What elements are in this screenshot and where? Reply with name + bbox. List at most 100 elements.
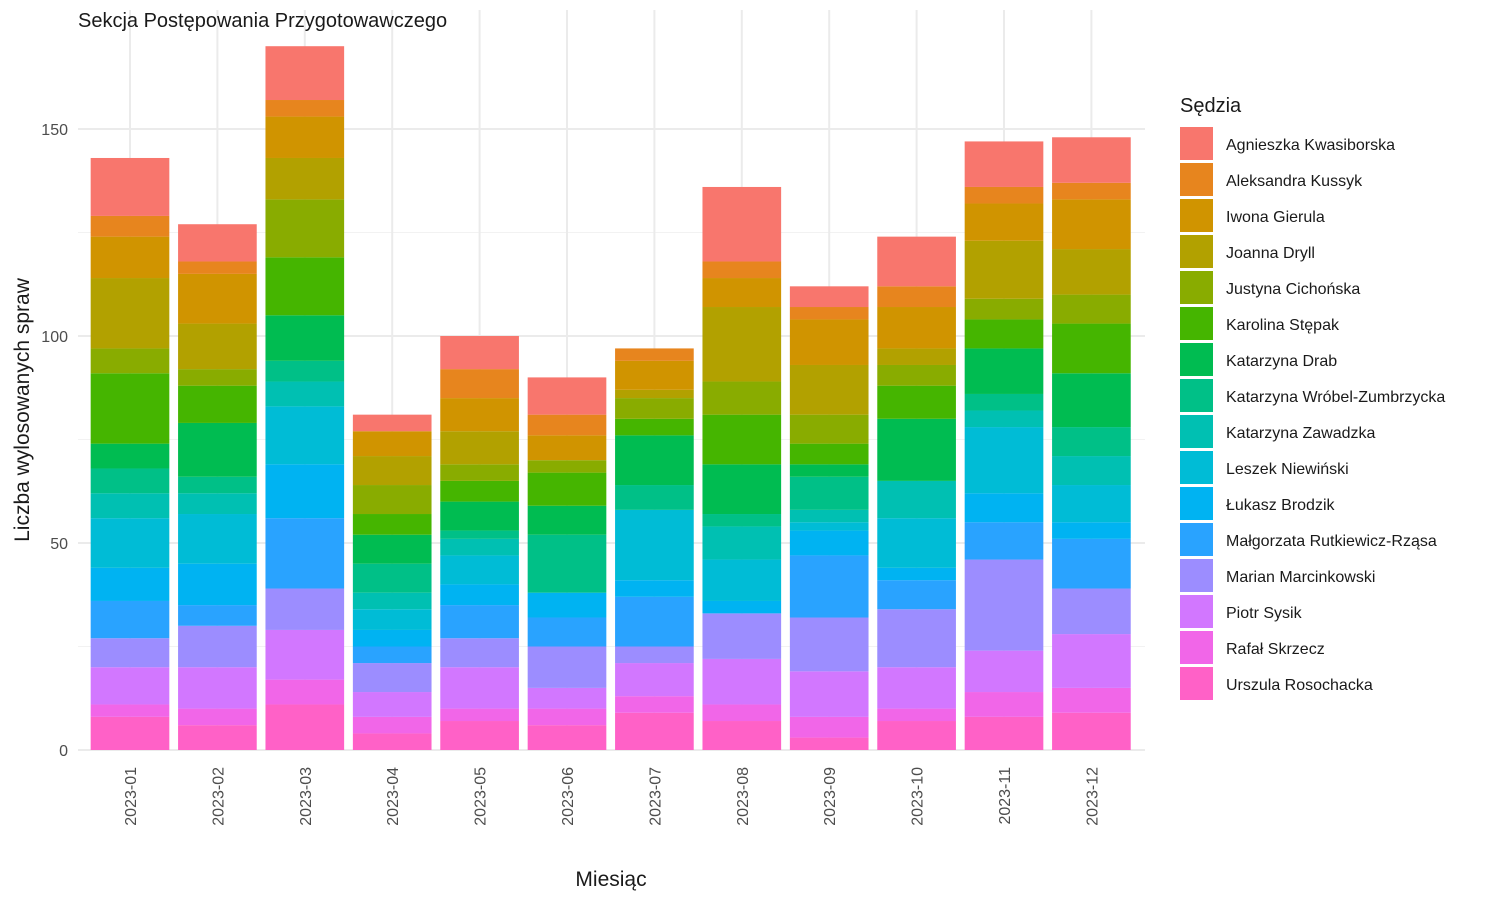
bar-segment (702, 600, 782, 614)
bar-segment (702, 261, 782, 279)
bar-segment (702, 464, 782, 515)
bar-segment (90, 348, 170, 374)
bar-segment (178, 493, 257, 515)
bars (90, 46, 1131, 750)
bar-segment (265, 315, 345, 361)
bar-segment (964, 393, 1044, 411)
bar-segment (789, 530, 869, 556)
bar-segment (178, 708, 257, 726)
legend-label: Karolina Stępak (1226, 317, 1340, 334)
bar-segment (877, 609, 956, 668)
bar-segment (352, 431, 432, 457)
legend-key (1180, 163, 1213, 196)
bar-segment (615, 485, 694, 510)
bar-segment (702, 514, 782, 527)
legend-label: Joanna Dryll (1226, 245, 1315, 262)
bar-segment (964, 559, 1044, 651)
bar-segment (352, 592, 432, 610)
bar-segment (527, 414, 607, 436)
bar-segment (440, 555, 519, 585)
bar-segment (1052, 522, 1131, 539)
x-tick-label: 2023-11 (997, 767, 1014, 825)
chart-title: Sekcja Postępowania Przygotowawczego (78, 10, 447, 32)
bar-segment (702, 721, 782, 750)
legend-label: Agnieszka Kwasiborska (1226, 137, 1395, 154)
bar-segment (1052, 712, 1131, 750)
bar-segment (964, 319, 1044, 349)
y-axis-title: Liczba wylosowanych spraw (11, 277, 34, 542)
bar-segment (527, 708, 607, 726)
legend-key (1180, 451, 1213, 484)
bar-segment (702, 658, 782, 705)
bar-segment (440, 336, 519, 370)
legend-key (1180, 559, 1213, 592)
bar-segment (90, 567, 170, 601)
bar-segment (527, 435, 607, 461)
bar-segment (265, 588, 345, 630)
bar-segment (440, 431, 519, 465)
bar-segment (615, 389, 694, 399)
bar-segment (789, 522, 869, 531)
y-tick-label: 50 (50, 536, 68, 553)
x-tick-label: 2023-02 (210, 767, 227, 826)
bar-segment (789, 443, 869, 465)
bar-segment (702, 278, 782, 308)
x-tick-label: 2023-07 (647, 767, 664, 826)
bar-segment (789, 464, 869, 477)
bar-segment (877, 580, 956, 610)
bar-segment (877, 385, 956, 419)
bar-segment (527, 646, 607, 688)
bar-segment (352, 563, 432, 593)
legend-key (1180, 307, 1213, 340)
x-axis-title: Miesiąc (575, 868, 646, 891)
legend-key (1180, 523, 1213, 556)
bar-segment (440, 530, 519, 539)
bar-segment (615, 509, 694, 581)
bar-segment (527, 377, 607, 415)
bar-segment (440, 584, 519, 606)
bar-segment (352, 629, 432, 647)
bar-segment (1052, 199, 1131, 250)
legend-label: Piotr Sysik (1226, 605, 1303, 622)
bar-segment (877, 518, 956, 568)
axes: 0 50 100 150 2023-01 2023-02 2023-03 2023-04 202… (41, 122, 1101, 826)
bar-segment (265, 157, 345, 200)
bar-segment (440, 501, 519, 531)
bar-segment (877, 307, 956, 349)
bar-segment (90, 236, 170, 279)
bar-segment (702, 704, 782, 722)
bar-segment (178, 725, 257, 750)
bar-segment (789, 476, 869, 510)
bar-segment (964, 240, 1044, 299)
bar-segment (178, 261, 257, 274)
legend: Sędzia Agnieszka Kwasiborska Aleksandra K… (1180, 95, 1445, 700)
legend-label: Katarzyna Zawadzka (1226, 425, 1376, 442)
bar-segment (615, 580, 694, 597)
bar-segment (90, 278, 170, 349)
legend-key (1180, 415, 1213, 448)
bar-segment (877, 708, 956, 722)
x-tick-label: 2023-05 (473, 767, 490, 826)
bar-segment (964, 141, 1044, 187)
bar-segment (90, 704, 170, 717)
bar-segment (615, 418, 694, 436)
bar-segment (789, 307, 869, 320)
legend-key (1180, 379, 1213, 412)
bar-segment (1052, 427, 1131, 457)
bar-segment (702, 613, 782, 659)
legend-key (1180, 235, 1213, 268)
bar-segment (964, 348, 1044, 394)
legend-label: Urszula Rosochacka (1226, 677, 1373, 694)
bar-segment (527, 725, 607, 750)
bar-segment (178, 667, 257, 709)
bar-segment (352, 646, 432, 664)
x-tick-label: 2023-01 (123, 767, 140, 826)
bar-segment (90, 215, 170, 237)
y-tick-label: 100 (41, 329, 68, 346)
bar-segment (265, 100, 345, 117)
bar-segment (440, 464, 519, 481)
bar-segment (789, 617, 869, 672)
bar-segment (90, 468, 170, 494)
bar-segment (352, 609, 432, 630)
bar-segment (178, 563, 257, 606)
